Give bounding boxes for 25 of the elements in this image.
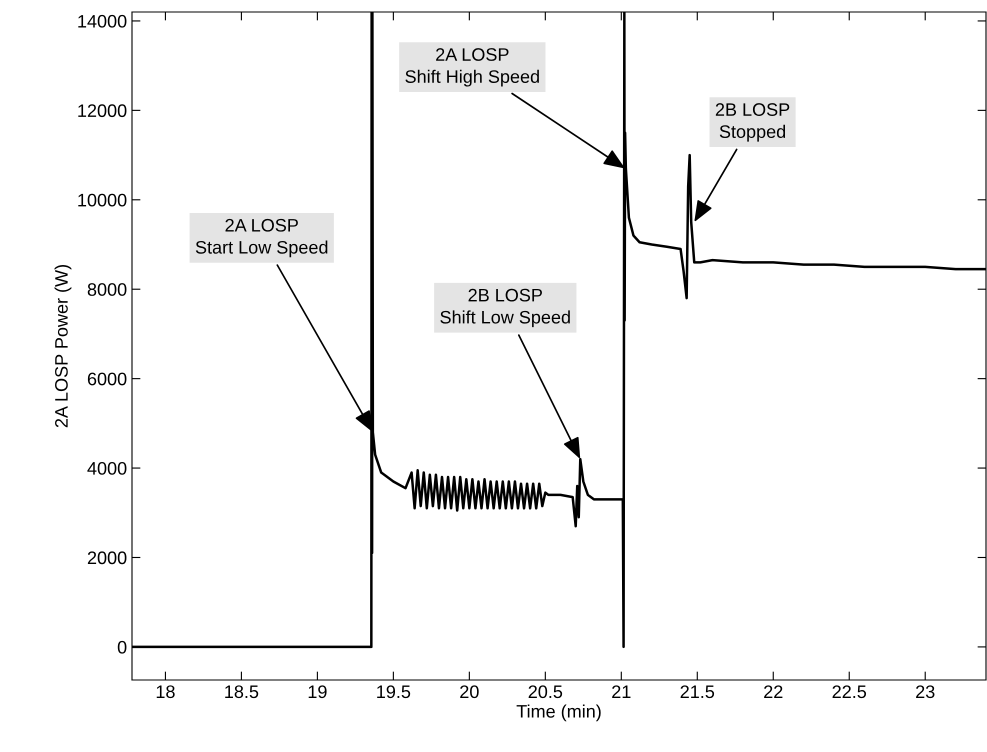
annotation: 2B LOSP Shift Low Speed [440, 288, 570, 328]
x-tick-label: 18.5 [225, 685, 258, 698]
x-tick-label: 23 [916, 685, 934, 698]
y-tick-label: 12000 [78, 104, 126, 118]
y-tick-label: 4000 [87, 462, 126, 475]
annotation: 2A LOSP Shift High Speed [405, 48, 539, 87]
y-axis-title: 2A LOSP Power (W) [54, 265, 72, 428]
x-tick-label: 22.5 [832, 685, 866, 698]
x-tick-label: 20.5 [528, 685, 562, 698]
y-tick-label: 2000 [88, 551, 126, 564]
x-tick-label: 19.5 [377, 685, 410, 698]
y-tick-label: 14000 [78, 14, 126, 28]
x-tick-label: 18 [156, 685, 175, 698]
y-tick-label: 8000 [88, 283, 126, 296]
x-tick-label: 21 [612, 685, 630, 698]
x-tick-label: 22 [764, 685, 782, 698]
y-tick-label: 6000 [88, 372, 126, 386]
x-axis-title: Time (min) [516, 704, 601, 722]
x-tick-label: 19 [308, 685, 327, 698]
y-tick-label: 0 [118, 640, 126, 654]
annotation: 2B LOSP Stopped [716, 103, 790, 142]
x-tick-label: 21.5 [680, 685, 714, 698]
annotation: 2A LOSP Start Low Speed [196, 218, 328, 258]
x-tick-label: 20 [460, 685, 479, 698]
y-tick-label: 10000 [78, 194, 126, 207]
